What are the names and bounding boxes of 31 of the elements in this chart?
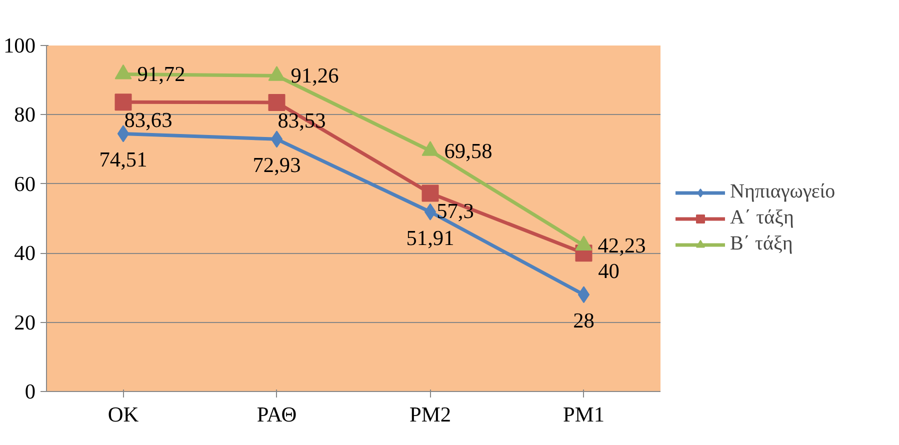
data-label: 83,53: [278, 108, 326, 132]
point: [424, 203, 436, 220]
point: [578, 286, 590, 304]
data-label: 83,63: [124, 108, 172, 132]
x-tick-label: ΡΜ2: [410, 402, 452, 426]
data-label: 91,72: [137, 62, 186, 86]
data-label: 57,3: [436, 199, 474, 224]
x-tick-label: OK: [108, 402, 140, 426]
data-label: 91,26: [290, 64, 340, 88]
data-label: 51,91: [406, 226, 454, 250]
legend-label: Νηπιαγωγείο: [730, 180, 836, 204]
legend-label: Α΄ τάξη: [730, 206, 795, 230]
y-tick-label: 0: [24, 380, 36, 404]
x-tick-label: ΡΜ1: [563, 402, 605, 426]
point: [422, 184, 439, 202]
point: [270, 130, 283, 148]
legend-label: Β΄ τάξη: [730, 232, 794, 256]
data-label: 28: [573, 308, 594, 333]
y-tick-label: 80: [14, 102, 36, 127]
data-label: 69,58: [444, 138, 492, 163]
data-label: 74,51: [99, 148, 148, 172]
data-label: 72,93: [252, 153, 301, 178]
x-tick-label: ΡΑΘ: [256, 402, 297, 426]
data-label: 40: [598, 259, 620, 284]
y-tick-label: 20: [14, 310, 36, 334]
data-label: 42,23: [598, 233, 646, 258]
y-tick-label: 40: [14, 241, 36, 266]
point: [268, 94, 286, 111]
point: [114, 94, 132, 111]
y-tick-label: 100: [4, 34, 36, 58]
y-tick-label: 60: [14, 172, 36, 196]
